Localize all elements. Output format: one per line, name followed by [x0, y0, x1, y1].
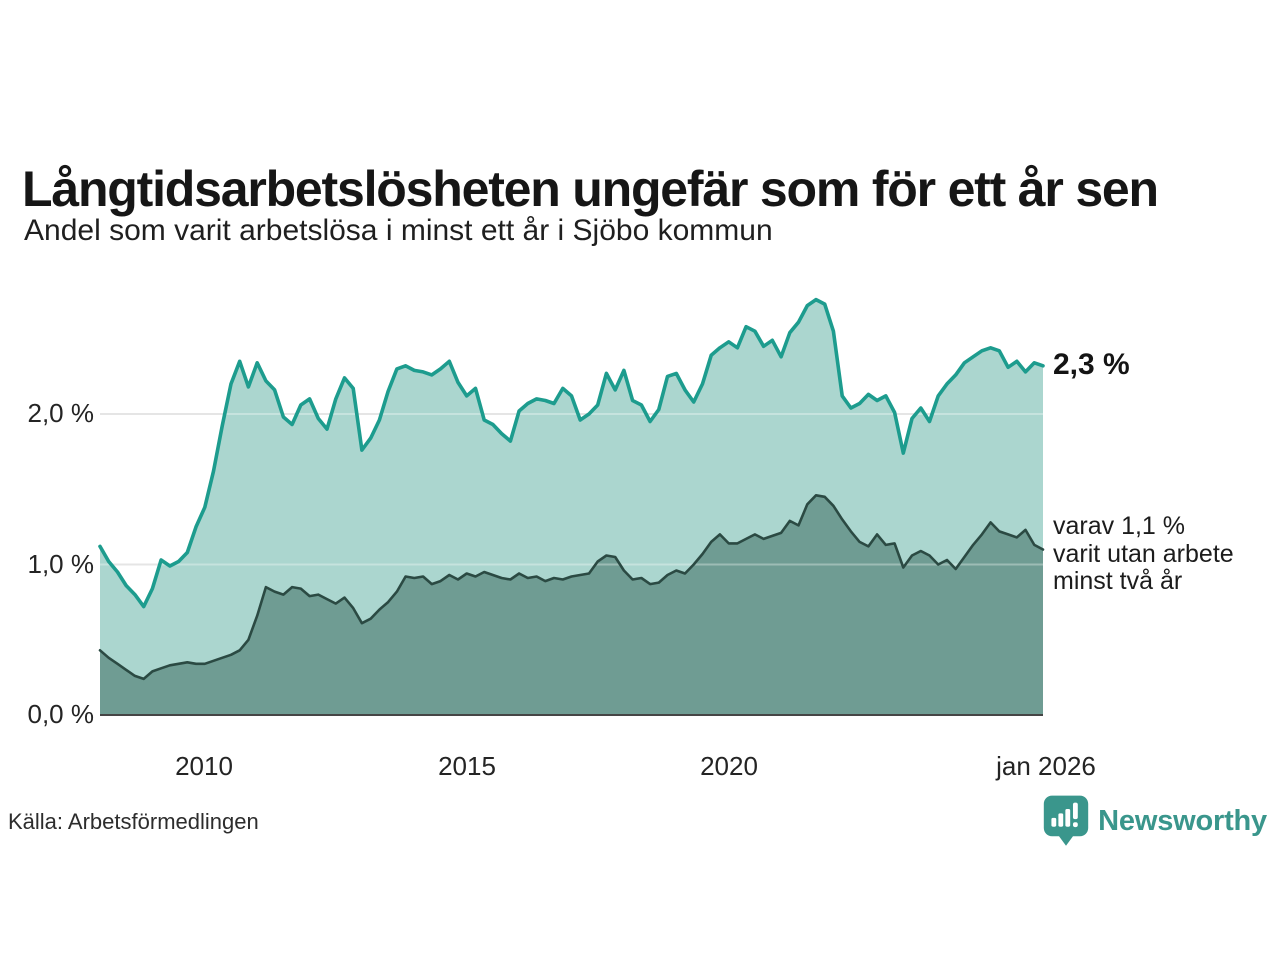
x-tick-jan-2026: jan 2026 — [996, 751, 1096, 781]
chart-title: Långtidsarbetslösheten ungefär som för e… — [22, 160, 1159, 217]
source-note: Källa: Arbetsförmedlingen — [8, 809, 259, 834]
x-tick-2015: 2015 — [438, 751, 496, 781]
end-secondary-line-2: varit utan arbete — [1053, 539, 1234, 568]
brand-text: Newsworthy — [1098, 804, 1267, 837]
y-tick-2: 2,0 % — [27, 397, 95, 428]
bar-chart-speech-bubble-icon — [1043, 795, 1089, 846]
y-tick-1: 1,0 % — [27, 548, 95, 579]
chart-subtitle: Andel som varit arbetslösa i minst ett å… — [24, 214, 773, 247]
x-tick-2010: 2010 — [175, 751, 233, 781]
end-secondary-line-1: varav 1,1 % — [1053, 512, 1186, 540]
x-tick-2020: 2020 — [700, 751, 758, 781]
line-unemployed-1yr — [98, 297, 1045, 609]
area-unemployed-2yr — [100, 495, 1043, 715]
newsworthy-logo: Newsworthy — [1043, 795, 1267, 847]
end-secondary-label: varav 1,1 % varit utan arbete minst två … — [1053, 512, 1234, 596]
gridlines-overlay — [100, 413, 1043, 566]
end-value-label: 2,3 % — [1053, 348, 1130, 381]
line-unemployed-2yr — [98, 494, 1045, 681]
end-secondary-line-3: minst två år — [1053, 567, 1183, 595]
y-tick-0: 0,0 % — [27, 698, 95, 729]
